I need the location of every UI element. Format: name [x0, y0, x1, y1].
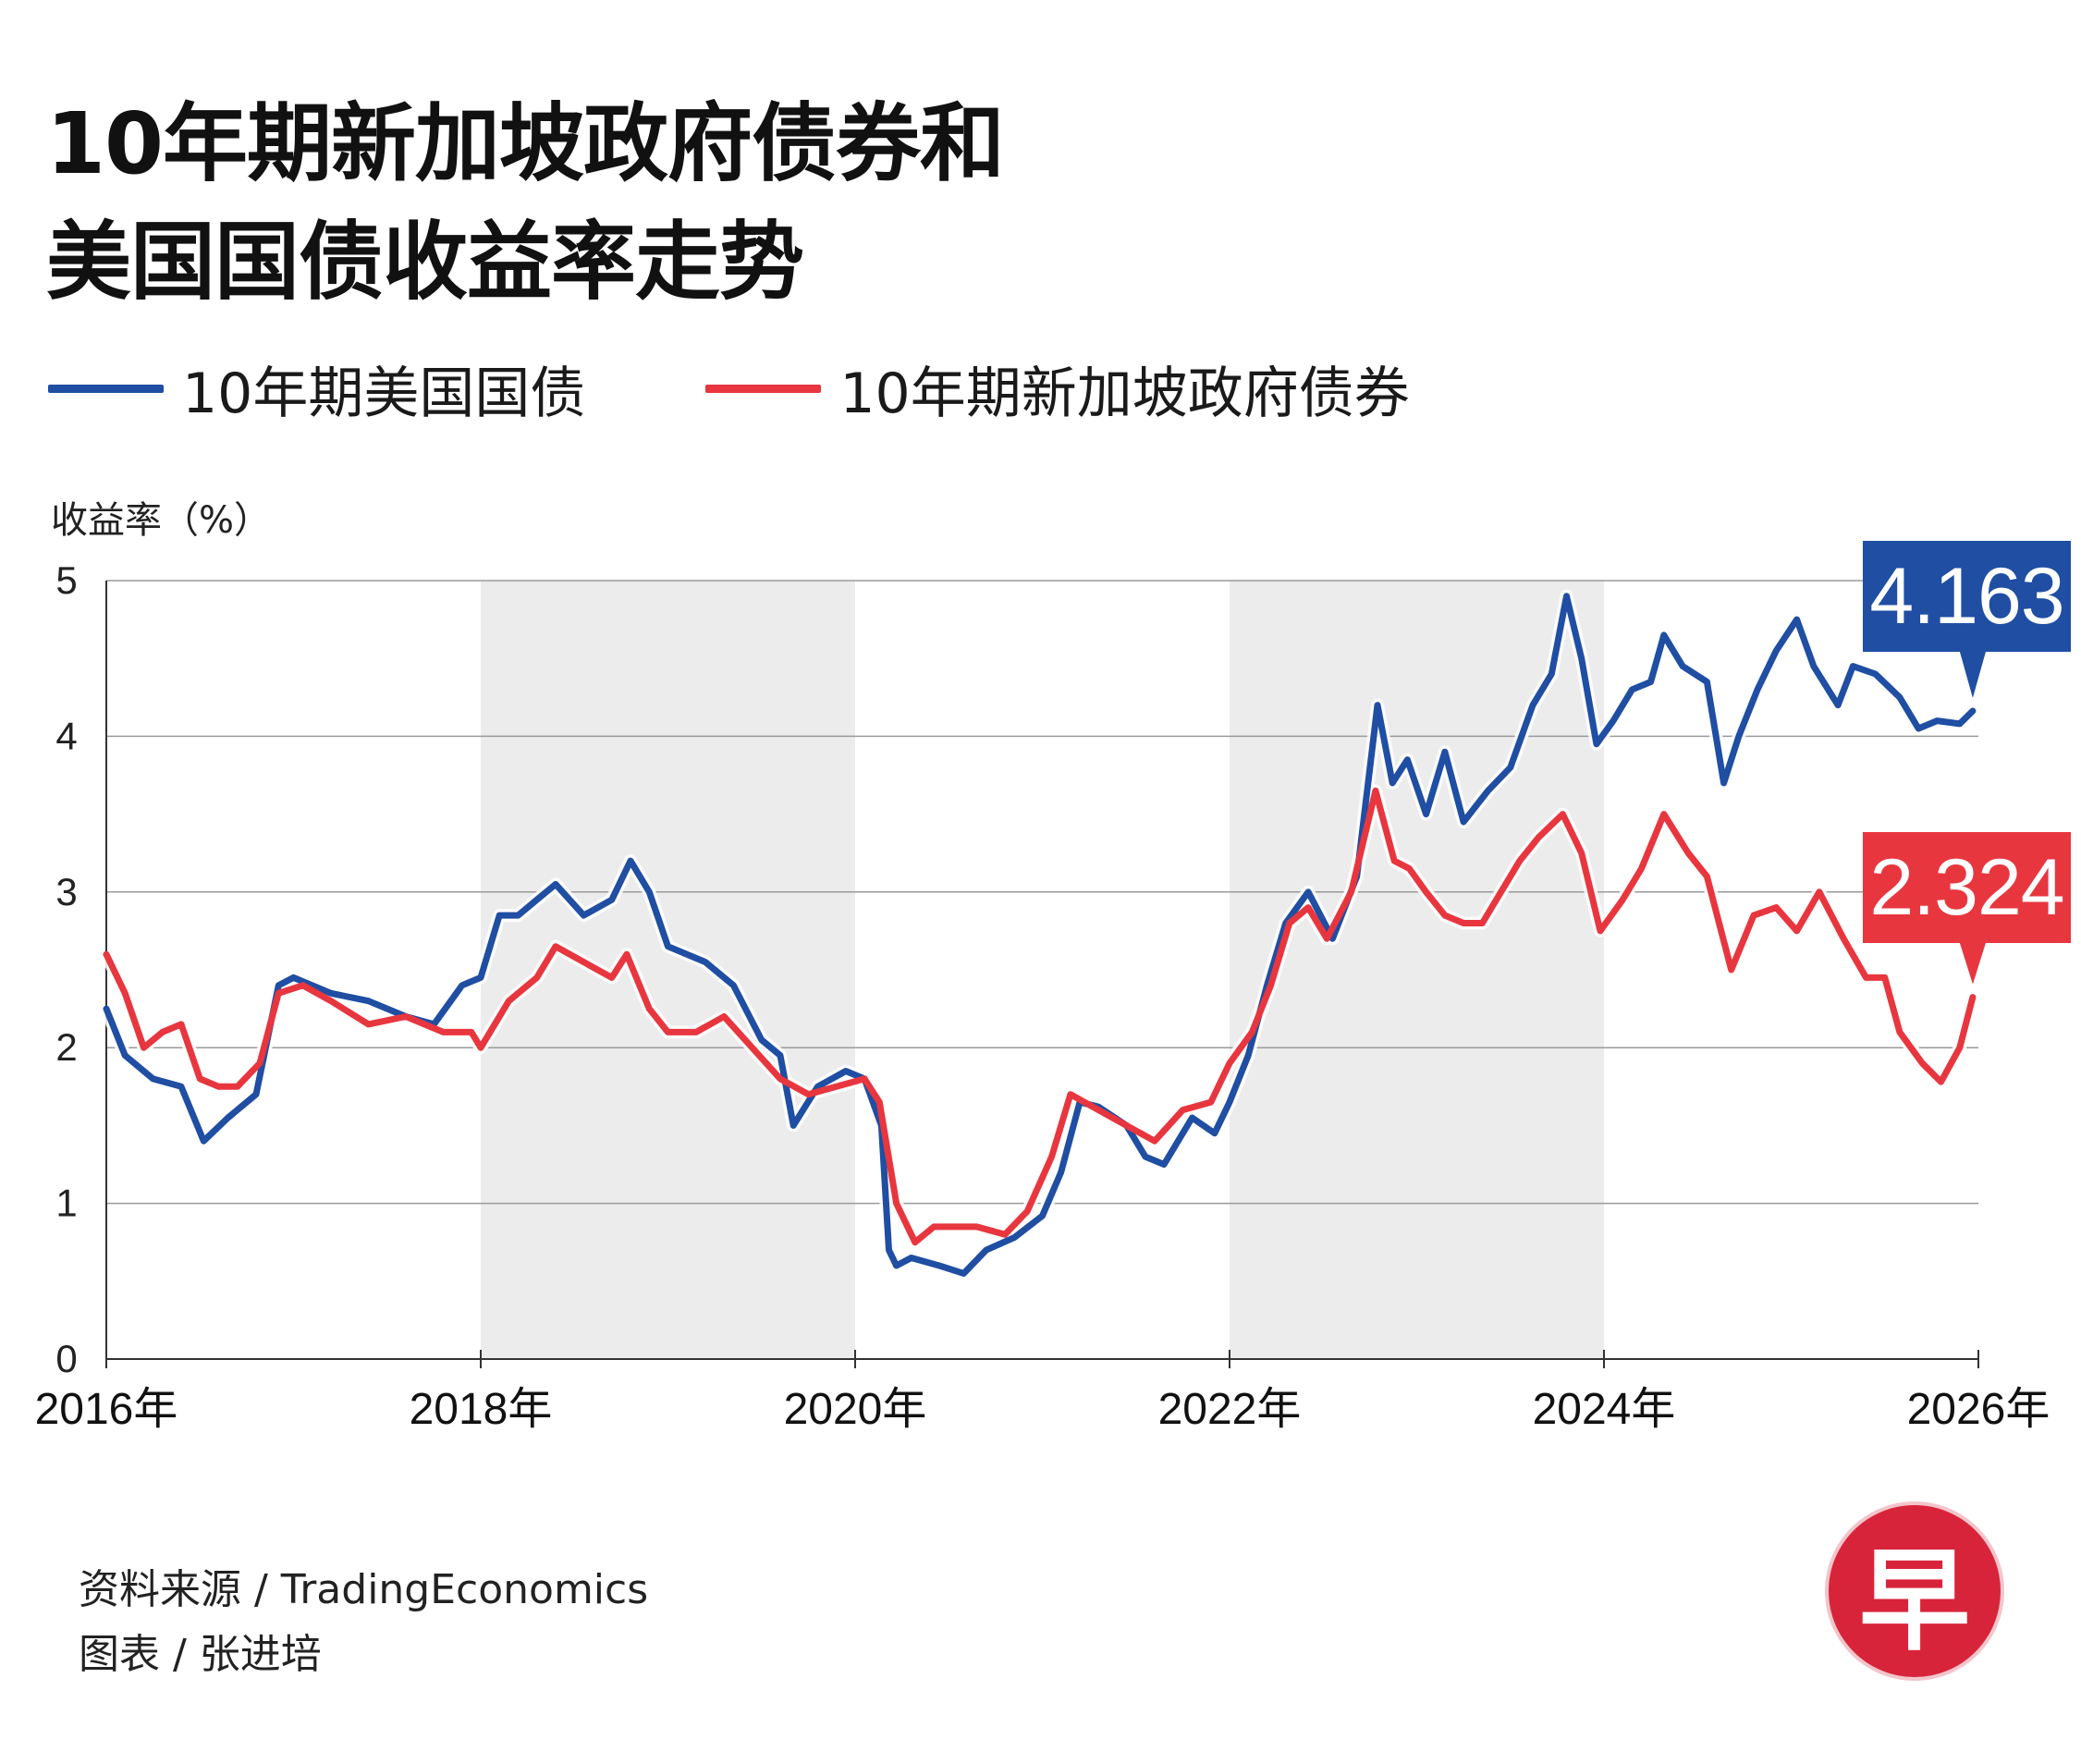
- us-last-value-callout: 4.163: [1863, 541, 2071, 652]
- y-tick-label: 5: [55, 558, 77, 602]
- legend-label-sg: 10年期新加坡政府债券: [839, 361, 1410, 426]
- legend-swatch-sg: [705, 384, 822, 393]
- us-callout-pointer: [1959, 652, 1986, 698]
- x-tick-label: 2018年: [410, 1385, 553, 1434]
- shaded-band-1: [1230, 581, 1604, 1359]
- x-tick-label: 2020年: [784, 1385, 927, 1434]
- footer: 资料来源 / TradingEconomics 图表 / 张进培: [79, 1558, 648, 1687]
- title-line-1: 10年期新加坡政府债券和: [46, 94, 1005, 193]
- x-tick-label: 2022年: [1158, 1385, 1302, 1434]
- chart-title: 10年期新加坡政府债券和 美国国债收益率走势: [46, 85, 1005, 322]
- y-axis-label: 收益率（%）: [51, 499, 272, 542]
- x-tick-label: 2026年: [1907, 1385, 2050, 1434]
- y-tick-label: 4: [55, 714, 77, 757]
- legend-item-sg: 10年期新加坡政府债券: [705, 349, 1410, 429]
- sg-callout-pointer: [1959, 943, 1986, 985]
- logo-glyph: 早: [1859, 1537, 1970, 1666]
- y-tick-label: 0: [55, 1337, 77, 1380]
- sg-last-value-callout: 2.324: [1863, 832, 2071, 943]
- author-credit: 图表 / 张进培: [79, 1631, 322, 1678]
- legend-swatch-us: [48, 384, 164, 393]
- zaobao-logo: 早: [1829, 1505, 2001, 1677]
- x-tick-label: 2024年: [1533, 1385, 1676, 1434]
- y-tick-label: 3: [55, 870, 77, 913]
- legend: 10年期美国国债 10年期新加坡政府债券: [48, 351, 1410, 426]
- sg-bond-line: [103, 787, 1977, 1246]
- y-tick-label: 1: [55, 1182, 77, 1225]
- y-tick-label: 2: [55, 1025, 77, 1069]
- legend-item-us: 10年期美国国债: [48, 349, 585, 429]
- title-line-2: 美国国债收益率走势: [46, 213, 804, 312]
- source-credit: 资料来源 / TradingEconomics: [79, 1566, 649, 1613]
- legend-label-us: 10年期美国国债: [182, 361, 586, 426]
- x-tick-label: 2016年: [35, 1385, 178, 1434]
